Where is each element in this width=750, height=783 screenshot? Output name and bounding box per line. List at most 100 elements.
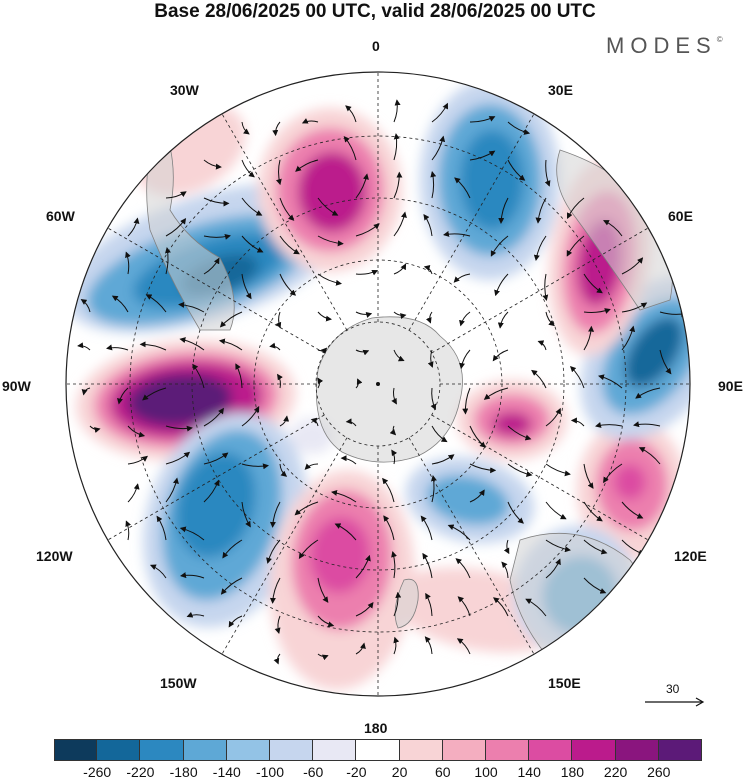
wind-vector (80, 299, 91, 313)
colorbar-segment (399, 739, 443, 761)
wind-vector (503, 539, 510, 555)
longitude-label-90w: 90W (2, 378, 31, 394)
wind-vector (203, 197, 230, 207)
map-boundary (65, 71, 691, 697)
wind-vector (203, 479, 220, 503)
wind-vector (317, 347, 328, 354)
wind-vector (222, 539, 243, 559)
graticule (66, 72, 690, 696)
wind-vector (192, 363, 205, 389)
colorbar-segment (442, 739, 486, 761)
wind-vector (621, 302, 648, 313)
wind-vector (269, 342, 281, 351)
wind-vector (165, 191, 187, 199)
colorbar (54, 739, 702, 761)
wind-vector (355, 554, 371, 579)
wind-vector (269, 501, 281, 528)
wind-vector (165, 217, 187, 237)
wind-vector (127, 425, 146, 438)
wind-vector (391, 387, 397, 405)
wind-vector (279, 273, 297, 296)
wind-vector (583, 325, 595, 351)
wind-vector (304, 463, 319, 470)
south-america-landmass (146, 116, 235, 331)
wind-vector (273, 653, 281, 665)
wind-vector (355, 269, 379, 276)
wind-vector (180, 572, 205, 579)
wind-vector (545, 539, 571, 553)
wind-vector (469, 463, 497, 474)
colorbar-tick-label: 60 (435, 764, 451, 780)
wind-vector (455, 558, 471, 579)
colorbar-segment (529, 739, 573, 761)
wind-vector (566, 235, 585, 257)
colorbar-tick-label: -20 (346, 764, 367, 780)
wind-vector (345, 105, 357, 123)
wind-vector (393, 171, 403, 199)
wind-vector (355, 601, 374, 617)
wind-vector (393, 349, 405, 362)
colorbar-tick-label: 100 (474, 764, 498, 780)
wind-vector (469, 116, 496, 123)
wind-vector (507, 121, 531, 135)
wind-vector (165, 425, 193, 432)
wind-vector (272, 121, 281, 137)
wind-vector (635, 387, 661, 399)
wind-vector (570, 417, 585, 427)
wind-vector (430, 171, 437, 199)
wind-vector (537, 340, 547, 351)
wind-vector (621, 501, 644, 519)
wind-vector (638, 447, 661, 465)
colorbar-tick-label: -140 (212, 764, 241, 780)
wind-vector (453, 273, 471, 283)
wind-vector (424, 636, 433, 655)
vector-scale-label: 30 (666, 682, 680, 696)
colorbar-segment (356, 739, 400, 761)
wind-vector (279, 415, 290, 427)
wind-vector (203, 233, 231, 240)
colorbar-segment (313, 739, 357, 761)
wind-vector (603, 220, 623, 237)
wind-vector (125, 251, 131, 275)
wind-vector (490, 235, 509, 257)
wind-vector (603, 463, 623, 484)
wind-vector (483, 387, 509, 400)
vector-scale: 30 (644, 682, 706, 722)
wind-vector (459, 349, 471, 370)
wind-vector (431, 425, 448, 443)
wind-vector (659, 349, 672, 375)
wind-vector (583, 501, 603, 522)
wind-vector (317, 197, 339, 216)
wind-vector (431, 454, 455, 465)
wind-vector (492, 349, 509, 362)
modes-logo: MODES© (606, 33, 723, 59)
wind-vector (179, 526, 205, 541)
wind-vector (310, 417, 319, 427)
wind-vector (535, 197, 547, 224)
wind-vector (391, 449, 398, 465)
wind-vector (340, 455, 357, 465)
colorbar-segment (140, 739, 184, 761)
wind-vector (393, 636, 400, 655)
longitude-label-90e: 90E (718, 378, 743, 394)
wind-vector (165, 451, 191, 465)
wind-vector (279, 463, 288, 477)
wind-vector (431, 135, 446, 161)
wind-vector (595, 422, 623, 428)
wind-vector (241, 197, 263, 216)
wind-vector (117, 387, 129, 405)
wind-vector (165, 477, 179, 503)
wind-vector (127, 483, 140, 503)
wind-vector (275, 159, 282, 186)
wind-vector (343, 136, 357, 161)
longitude-label-120w: 120W (36, 548, 73, 564)
wind-vector (459, 311, 471, 327)
wind-vector (430, 387, 437, 411)
wind-vector (106, 344, 129, 351)
wind-vector (469, 425, 486, 448)
wind-vector (334, 523, 357, 541)
wind-vector (317, 273, 342, 286)
wind-vector (317, 311, 332, 322)
wind-vector (145, 294, 167, 313)
wind-vector (295, 159, 319, 172)
